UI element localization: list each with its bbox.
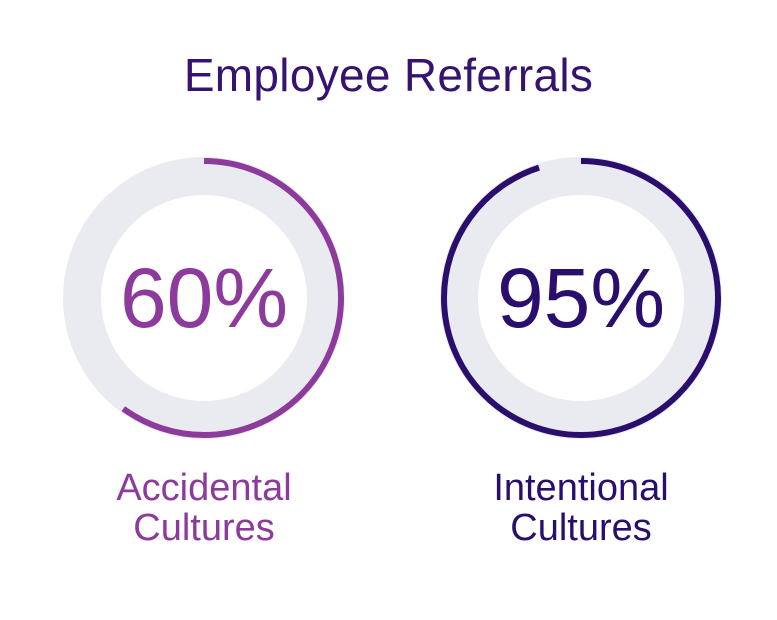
gauge-accidental-svg xyxy=(63,157,345,439)
gauge-accidental: 60% xyxy=(58,157,350,439)
gauge-intentional: 95% xyxy=(435,157,727,439)
gauge-accidental-track xyxy=(63,157,345,439)
gauge-intentional-label: Intentional Cultures xyxy=(435,468,727,548)
gauge-intentional-track xyxy=(440,157,722,439)
gauge-intentional-percent: 95% xyxy=(496,251,666,345)
gauge-accidental-percent: 60% xyxy=(119,251,289,345)
gauge-intentional-arc xyxy=(441,158,721,438)
gauge-accidental-label-line-2: Cultures xyxy=(133,507,275,549)
gauge-intentional-svg xyxy=(440,157,722,439)
gauge-accidental-label-line-1: Accidental xyxy=(116,467,292,509)
gauge-intentional-label-line-2: Cultures xyxy=(510,507,652,549)
gauge-accidental-arc xyxy=(64,158,344,438)
chart-title: Employee Referrals xyxy=(183,49,594,101)
gauge-intentional-label-line-1: Intentional xyxy=(493,467,669,509)
gauge-accidental-label: Accidental Cultures xyxy=(58,468,350,548)
